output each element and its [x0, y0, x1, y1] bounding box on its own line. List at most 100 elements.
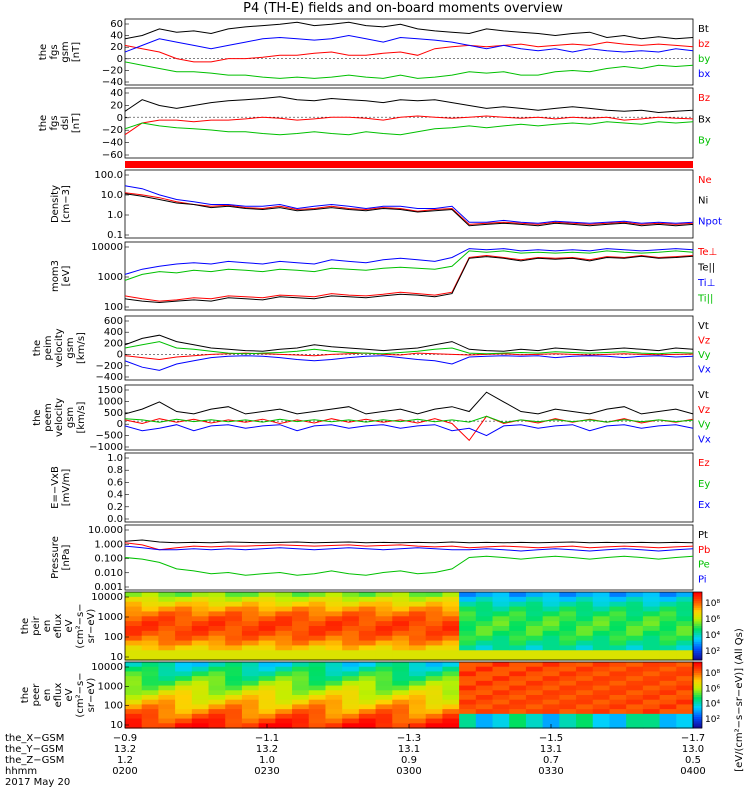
heatmap-cell: [626, 704, 644, 710]
heatmap-cell: [442, 635, 460, 642]
heatmap-cell: [191, 704, 210, 710]
heatmap-cell: [609, 671, 627, 677]
heatmap-cell: [442, 709, 460, 715]
heatmap-cell: [559, 655, 577, 661]
panel-frame: [124, 18, 694, 86]
heatmap-cell: [241, 676, 260, 682]
heatmap-cell: [559, 601, 577, 608]
y-tick-label: 10000: [91, 242, 123, 253]
heatmap-cell: [459, 676, 477, 682]
heatmap-cell: [275, 690, 293, 696]
heatmap-cell: [542, 671, 560, 677]
heatmap-cell: [626, 713, 644, 720]
heatmap-cell: [576, 596, 594, 603]
heatmap-cell: [475, 699, 494, 706]
heatmap-cell: [609, 662, 627, 668]
heatmap-cell: [275, 640, 293, 647]
heatmap-cell: [542, 676, 560, 682]
heatmap-cell: [158, 606, 176, 613]
heatmap-cell: [676, 596, 694, 603]
colorbar-tick-label: 10⁸: [705, 669, 720, 679]
legend-label: Npot: [698, 216, 722, 227]
heatmap-cell: [542, 709, 560, 715]
heatmap-cell: [158, 713, 176, 720]
heatmap-cell: [676, 592, 694, 598]
heatmap-cell: [225, 662, 243, 668]
heatmap-cell: [509, 626, 527, 632]
heatmap-cell: [576, 635, 594, 642]
heatmap-cell: [659, 592, 677, 598]
heatmap-cell: [576, 626, 594, 632]
y-axis-label: Pressure: [50, 536, 61, 579]
y-axis-label: eflux: [53, 683, 64, 708]
y-axis-label: (cm²−s−: [75, 672, 86, 717]
heatmap-cell: [642, 676, 661, 682]
y-axis-label: E=−VxB: [50, 466, 61, 509]
heatmap-cell: [158, 695, 176, 701]
heatmap-cell: [442, 685, 460, 691]
series-line: [124, 539, 694, 544]
heatmap-cell: [492, 592, 510, 598]
heatmap-cell: [559, 695, 577, 701]
heatmap-cell: [308, 635, 327, 642]
heatmap-cell: [542, 685, 560, 691]
heatmap-cell: [225, 592, 243, 598]
heatmap-cell: [125, 709, 143, 715]
heatmap-cell: [225, 690, 243, 696]
colorbar-segment: [693, 650, 702, 654]
heatmap-cell: [525, 616, 544, 622]
heatmap-cell: [542, 630, 560, 637]
y-tick-label: 0.2: [107, 502, 123, 513]
legend-label: Vz: [698, 405, 710, 416]
series-line: [124, 542, 694, 551]
heatmap-cell: [442, 621, 460, 627]
heatmap-cell: [325, 723, 343, 729]
y-tick-label: 10.000: [88, 525, 123, 536]
heatmap-cell: [375, 616, 393, 622]
heatmap-cell: [275, 709, 293, 715]
heatmap-cell: [459, 616, 477, 622]
heatmap-cell: [442, 640, 460, 647]
heatmap-cell: [559, 616, 577, 622]
heatmap-cell: [225, 650, 243, 656]
heatmap-cell: [175, 596, 193, 603]
heatmap-cell: [492, 718, 510, 724]
heatmap-cell: [275, 645, 293, 651]
heatmap-cell: [358, 601, 377, 608]
heatmap-cell: [542, 704, 560, 710]
heatmap-cell: [626, 606, 644, 613]
panel-frame: [124, 452, 694, 523]
heatmap-cell: [208, 695, 226, 701]
heatmap-cell: [308, 662, 327, 668]
legend-label: Pb: [698, 545, 710, 556]
colorbar-segment: [693, 719, 702, 722]
legend-label: bz: [698, 39, 710, 50]
heatmap-cell: [659, 630, 677, 637]
heatmap-cell: [576, 690, 594, 696]
heatmap-cell: [158, 690, 176, 696]
heatmap-cell: [292, 611, 310, 617]
heatmap-cell: [275, 592, 293, 598]
heatmap-cell: [442, 723, 460, 729]
heatmap-cell: [325, 685, 343, 691]
heatmap-cell: [626, 640, 644, 647]
heatmap-cell: [141, 671, 160, 677]
heatmap-cell: [425, 718, 444, 724]
y-axis-label: eflux: [53, 614, 64, 639]
y-tick-label: 1000: [98, 612, 123, 623]
heatmap-cell: [191, 655, 210, 661]
heatmap-cell: [425, 690, 444, 696]
heatmap-cell: [409, 640, 427, 647]
heatmap-cell: [542, 662, 560, 668]
colorbar-segment: [693, 712, 702, 716]
heatmap-cell: [409, 601, 427, 608]
heatmap-cell: [442, 666, 460, 673]
heatmap-cell: [292, 713, 310, 720]
heatmap-cell: [492, 685, 510, 691]
legend-label: Vz: [698, 336, 710, 347]
heatmap-cell: [626, 709, 644, 715]
heatmap-cell: [659, 690, 677, 696]
series-line: [124, 334, 694, 352]
colorbar-segment: [693, 703, 702, 707]
heatmap-cell: [358, 666, 377, 673]
